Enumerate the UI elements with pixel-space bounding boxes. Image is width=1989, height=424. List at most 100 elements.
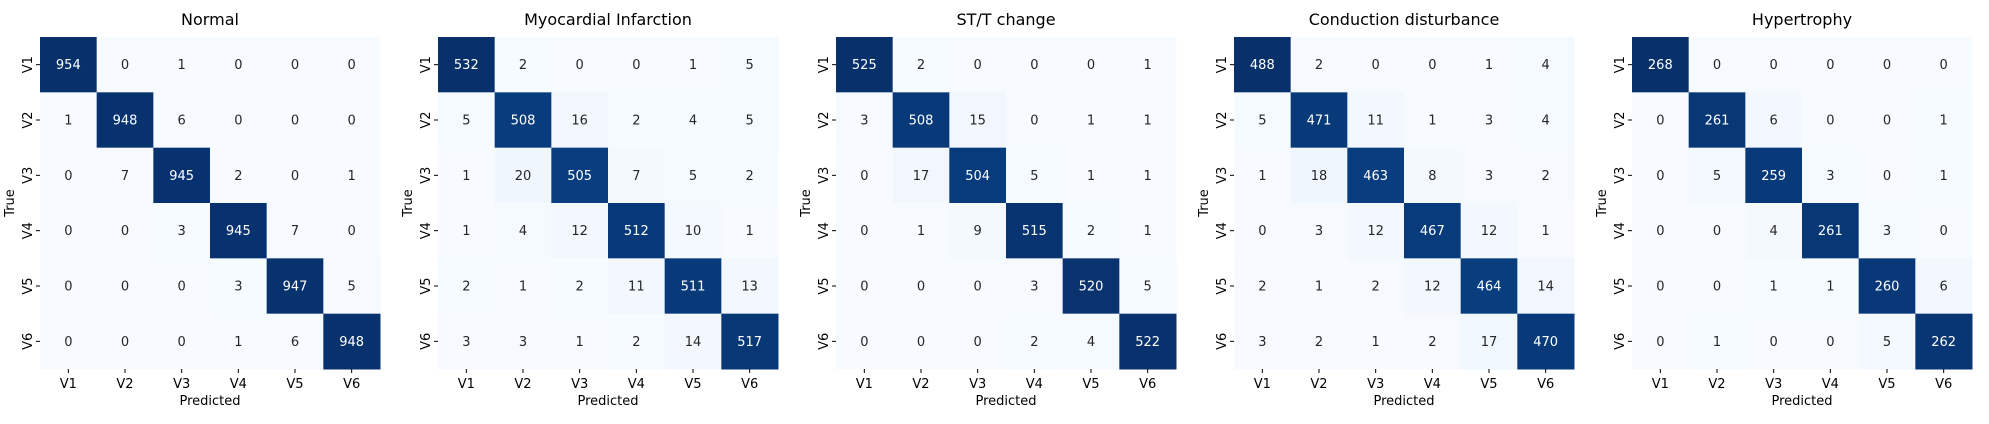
cell-value-label: 525: [852, 58, 877, 73]
heatmap-cell: [494, 147, 552, 204]
cell-value-label: 0: [974, 335, 982, 350]
heatmap-cell: [1006, 92, 1064, 149]
cell-value-label: 3: [1485, 114, 1493, 129]
cell-value-label: 261: [1705, 114, 1730, 129]
cell-value-label: 13: [741, 280, 758, 295]
y-axis-label: True: [1595, 189, 1610, 218]
heatmap-cell: [1234, 258, 1292, 315]
cell-value-label: 0: [1372, 58, 1380, 73]
cell-value-label: 5: [1144, 280, 1152, 295]
heatmap-cell: [323, 147, 381, 204]
x-tick-label: V5: [1082, 377, 1099, 392]
panel-title: Conduction disturbance: [1309, 10, 1500, 29]
heatmap-cell: [1632, 37, 1690, 93]
heatmap-cell: [1234, 147, 1292, 204]
heatmap-cell: [551, 92, 609, 149]
cell-value-label: 0: [1770, 58, 1778, 73]
cell-value-label: 1: [1087, 114, 1095, 129]
cell-value-label: 1: [64, 114, 72, 129]
heatmap-cell: [1460, 147, 1518, 204]
cell-value-label: 12: [1481, 224, 1498, 239]
heatmap-cell: [1858, 37, 1916, 93]
cell-value-label: 262: [1931, 335, 1956, 350]
heatmap-cell: [266, 37, 324, 93]
heatmap-cell: [1802, 92, 1860, 149]
heatmap-cell: [210, 258, 268, 315]
heatmap-cell: [892, 313, 950, 370]
cell-value-label: 2: [462, 280, 470, 295]
cell-value-label: 18: [1311, 169, 1328, 184]
x-tick-label: V6: [1935, 377, 1952, 392]
cell-value-label: 0: [632, 58, 640, 73]
y-tick-label: V1: [419, 56, 434, 73]
heatmap-cell: [1290, 203, 1348, 259]
y-tick-label: V1: [817, 56, 832, 73]
heatmap-cell: [1517, 313, 1575, 370]
cell-value-label: 2: [632, 114, 640, 129]
cell-value-label: 3: [178, 224, 186, 239]
y-tick-label: V4: [1613, 222, 1628, 239]
heatmap-cell: [1062, 147, 1120, 204]
cell-value-label: 2: [1315, 335, 1323, 350]
cell-value-label: 7: [121, 169, 129, 184]
heatmap-cell: [608, 147, 666, 204]
cell-value-label: 1: [1315, 280, 1323, 295]
heatmap-cell: [664, 37, 722, 93]
heatmap-cell: [949, 313, 1007, 370]
heatmap-cell: [664, 92, 722, 149]
x-axis-label: Predicted: [179, 394, 240, 409]
x-tick-label: V5: [1480, 377, 1497, 392]
panel-title: Myocardial Infarction: [524, 10, 692, 29]
cell-value-label: 5: [689, 169, 697, 184]
x-tick-label: V4: [230, 377, 247, 392]
cell-value-label: 261: [1818, 224, 1843, 239]
y-tick-label: V3: [1215, 167, 1230, 184]
heatmap-cell: [949, 37, 1007, 93]
x-tick-label: V6: [343, 377, 360, 392]
cell-value-label: 3: [462, 335, 470, 350]
x-tick-label: V4: [1822, 377, 1839, 392]
x-tick-label: V1: [458, 377, 475, 392]
cell-value-label: 7: [291, 224, 299, 239]
heatmap-cell: [1915, 313, 1973, 370]
heatmap-cell: [1290, 147, 1348, 204]
heatmap-cell: [494, 92, 552, 149]
heatmap-cell: [438, 203, 496, 259]
heatmap-cell: [1119, 147, 1177, 204]
cell-value-label: 5: [1883, 335, 1891, 350]
cell-value-label: 20: [515, 169, 532, 184]
cell-value-label: 0: [1428, 58, 1436, 73]
heatmap-cell: [210, 92, 268, 149]
y-axis-label: True: [799, 189, 814, 218]
heatmap-cell: [664, 258, 722, 315]
cell-value-label: 5: [1258, 114, 1266, 129]
heatmap-cell: [551, 203, 609, 259]
cell-value-label: 0: [64, 335, 72, 350]
y-tick-label: V3: [21, 167, 36, 184]
cell-value-label: 15: [969, 114, 986, 129]
y-tick-label: V2: [1215, 111, 1230, 128]
heatmap-cell: [608, 258, 666, 315]
heatmap-cell: [1119, 203, 1177, 259]
cell-value-label: 0: [974, 58, 982, 73]
cell-value-label: 0: [178, 280, 186, 295]
heatmap-cell: [1290, 313, 1348, 370]
heatmap-cell: [1745, 258, 1803, 315]
heatmap-cell: [1119, 313, 1177, 370]
cell-value-label: 0: [348, 114, 356, 129]
cell-value-label: 1: [178, 58, 186, 73]
heatmap-cell: [1234, 203, 1292, 259]
cell-value-label: 948: [113, 114, 138, 129]
x-tick-label: V3: [1765, 377, 1782, 392]
cell-value-label: 0: [1258, 224, 1266, 239]
cell-value-label: 508: [909, 114, 934, 129]
cell-value-label: 2: [576, 280, 584, 295]
cell-value-label: 2: [632, 335, 640, 350]
heatmap-cell: [892, 37, 950, 93]
heatmap-cell: [1290, 258, 1348, 315]
heatmap-cell: [40, 92, 98, 149]
cell-value-label: 512: [624, 224, 649, 239]
heatmap-cell: [1802, 37, 1860, 93]
